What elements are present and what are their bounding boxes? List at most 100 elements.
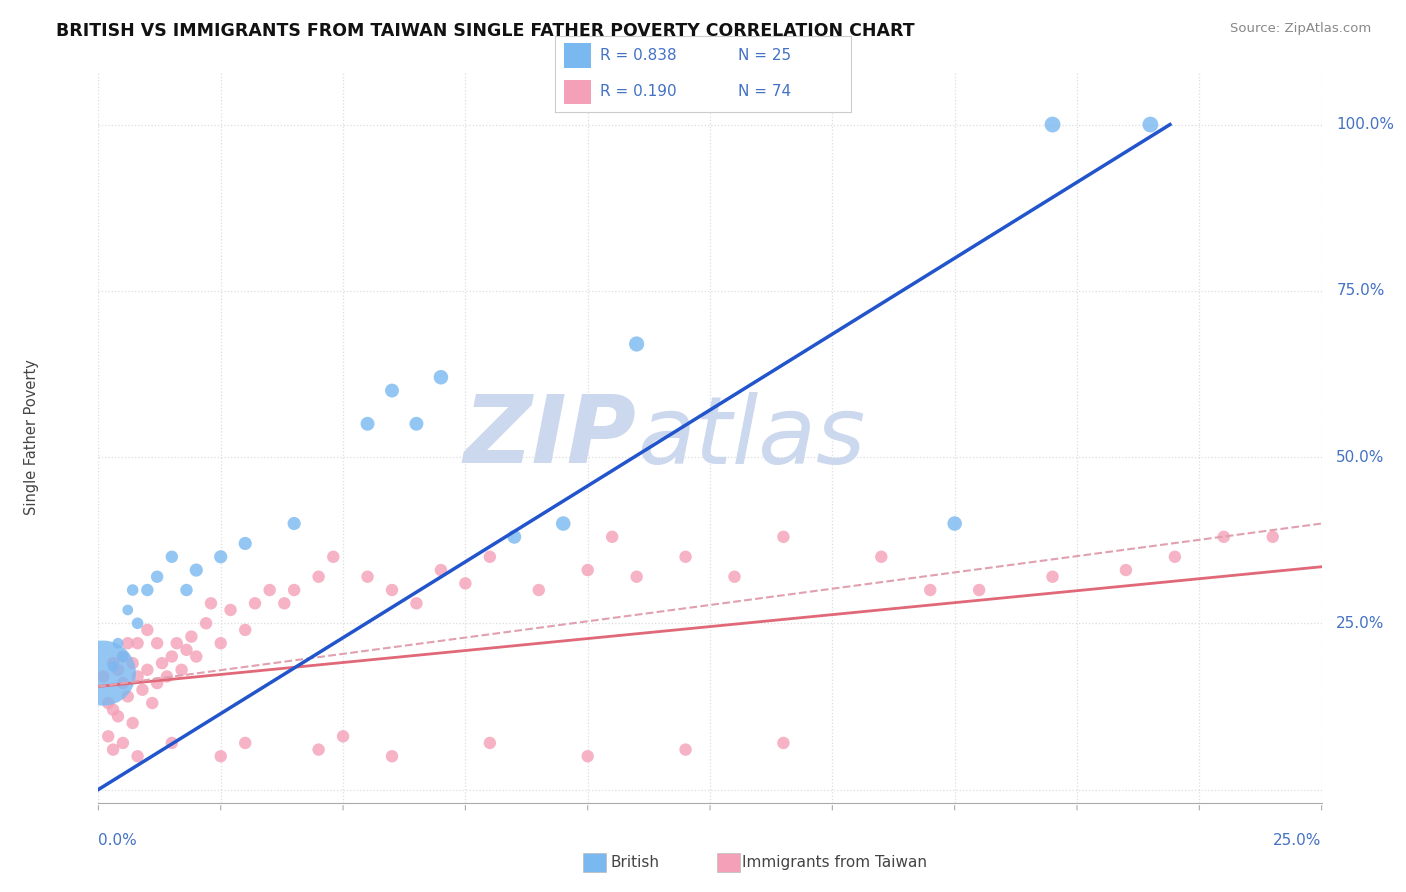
Point bbox=[243, 596, 266, 610]
Point bbox=[146, 636, 169, 650]
Point bbox=[1164, 549, 1187, 564]
Point bbox=[127, 636, 149, 650]
Point bbox=[121, 656, 143, 670]
Point bbox=[117, 636, 139, 650]
Text: BRITISH VS IMMIGRANTS FROM TAIWAN SINGLE FATHER POVERTY CORRELATION CHART: BRITISH VS IMMIGRANTS FROM TAIWAN SINGLE… bbox=[56, 22, 915, 40]
Point bbox=[97, 696, 120, 710]
Point bbox=[1139, 118, 1161, 132]
Point bbox=[503, 530, 526, 544]
Point bbox=[723, 570, 745, 584]
Point bbox=[967, 582, 990, 597]
Point bbox=[101, 656, 124, 670]
Point bbox=[131, 682, 153, 697]
Point bbox=[626, 570, 648, 584]
Point bbox=[273, 596, 295, 610]
Text: R = 0.190: R = 0.190 bbox=[599, 84, 676, 99]
Point bbox=[91, 669, 114, 683]
Point bbox=[146, 676, 169, 690]
Text: 0.0%: 0.0% bbox=[98, 833, 138, 847]
Point bbox=[160, 736, 183, 750]
FancyBboxPatch shape bbox=[564, 44, 591, 68]
Point bbox=[527, 582, 550, 597]
Point bbox=[176, 582, 198, 597]
Point bbox=[146, 570, 169, 584]
Point bbox=[111, 649, 134, 664]
Point bbox=[381, 749, 404, 764]
Point bbox=[136, 663, 159, 677]
Text: Immigrants from Taiwan: Immigrants from Taiwan bbox=[742, 855, 928, 870]
Text: N = 74: N = 74 bbox=[738, 84, 792, 99]
Text: 25.0%: 25.0% bbox=[1336, 615, 1385, 631]
Point bbox=[772, 530, 794, 544]
Point bbox=[150, 656, 173, 670]
Point bbox=[1042, 118, 1064, 132]
Point bbox=[920, 582, 942, 597]
Point bbox=[381, 582, 404, 597]
Point bbox=[943, 516, 966, 531]
Point bbox=[381, 384, 404, 398]
Point bbox=[111, 736, 134, 750]
FancyBboxPatch shape bbox=[564, 79, 591, 104]
Point bbox=[101, 703, 124, 717]
Point bbox=[430, 563, 453, 577]
Point bbox=[101, 659, 124, 673]
Point bbox=[233, 536, 256, 550]
Point bbox=[127, 616, 149, 631]
Point bbox=[322, 549, 344, 564]
Text: 100.0%: 100.0% bbox=[1336, 117, 1395, 132]
Point bbox=[675, 742, 697, 756]
Text: 50.0%: 50.0% bbox=[1336, 450, 1385, 465]
Point bbox=[332, 729, 354, 743]
Point bbox=[186, 563, 208, 577]
Point bbox=[91, 666, 114, 681]
Point bbox=[356, 570, 378, 584]
Point bbox=[772, 736, 794, 750]
Point bbox=[1115, 563, 1137, 577]
Point bbox=[576, 563, 599, 577]
Point bbox=[405, 596, 427, 610]
Point bbox=[127, 749, 149, 764]
Point bbox=[97, 729, 120, 743]
Point bbox=[405, 417, 427, 431]
Point bbox=[170, 663, 193, 677]
Point bbox=[233, 736, 256, 750]
Point bbox=[478, 736, 501, 750]
Point bbox=[107, 663, 129, 677]
Point bbox=[180, 630, 202, 644]
Point bbox=[219, 603, 242, 617]
Point bbox=[186, 649, 208, 664]
Point bbox=[430, 370, 453, 384]
Point bbox=[107, 636, 129, 650]
Point bbox=[209, 549, 232, 564]
Point bbox=[101, 742, 124, 756]
Point bbox=[283, 582, 305, 597]
Text: R = 0.838: R = 0.838 bbox=[599, 48, 676, 63]
Point bbox=[1042, 570, 1064, 584]
Point bbox=[160, 649, 183, 664]
Text: ZIP: ZIP bbox=[464, 391, 637, 483]
Point bbox=[136, 623, 159, 637]
Point bbox=[259, 582, 281, 597]
Point bbox=[1212, 530, 1234, 544]
Point bbox=[478, 549, 501, 564]
Point bbox=[121, 582, 143, 597]
Point bbox=[111, 649, 134, 664]
Point bbox=[195, 616, 218, 631]
Text: 75.0%: 75.0% bbox=[1336, 284, 1385, 298]
Point bbox=[209, 749, 232, 764]
Text: 25.0%: 25.0% bbox=[1274, 833, 1322, 847]
Point bbox=[356, 417, 378, 431]
Text: Source: ZipAtlas.com: Source: ZipAtlas.com bbox=[1230, 22, 1371, 36]
Point bbox=[283, 516, 305, 531]
Point bbox=[117, 603, 139, 617]
Point bbox=[107, 709, 129, 723]
Point bbox=[576, 749, 599, 764]
Point bbox=[1261, 530, 1284, 544]
Text: British: British bbox=[610, 855, 659, 870]
Point bbox=[136, 582, 159, 597]
Point bbox=[111, 676, 134, 690]
Point bbox=[626, 337, 648, 351]
Point bbox=[200, 596, 222, 610]
Point bbox=[553, 516, 575, 531]
Text: atlas: atlas bbox=[637, 392, 865, 483]
